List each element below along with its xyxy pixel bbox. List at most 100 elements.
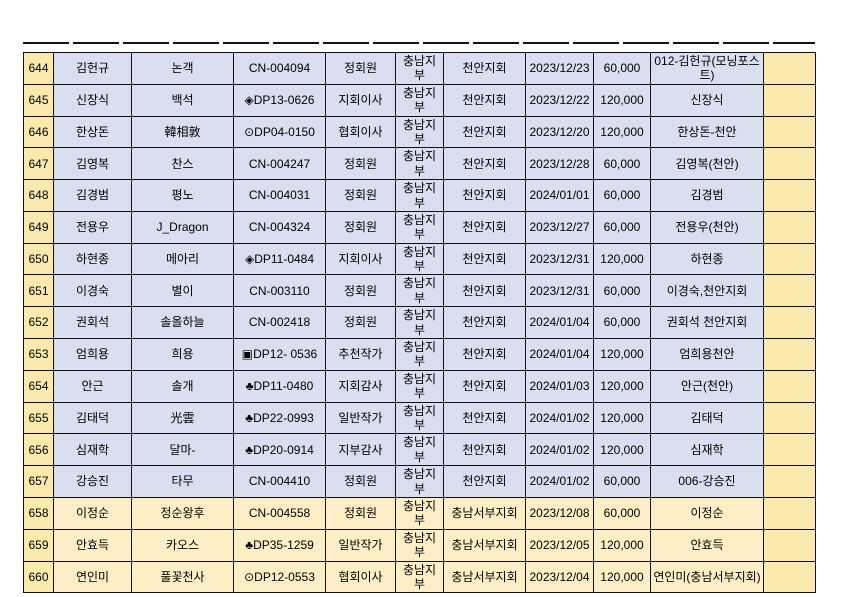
- cell-blank: [763, 115, 816, 149]
- cell-note: 이경숙,천안지회: [650, 274, 764, 308]
- table-row: 652 권회석 솔올하늘 CN-002418 정회원 충남지부 천안지회 2024/01/04…: [23, 306, 816, 340]
- cell-member-name: 이정순: [53, 496, 132, 530]
- cell-blank: [763, 338, 816, 371]
- cell-amount: 60,000: [593, 496, 651, 530]
- cell-chapter: 천안지회: [443, 433, 526, 467]
- table-row: 651 이경숙 별이 CN-003110 정회원 충남지부 천안지회 2023/12/31 60…: [23, 274, 816, 308]
- cell-row-number: 648: [23, 179, 54, 212]
- cell-row-number: 646: [23, 115, 54, 149]
- cell-blank: [763, 242, 816, 276]
- cell-blank: [763, 560, 816, 594]
- cell-member-code: CN-004558: [233, 496, 326, 530]
- cell-date: 2023/12/23: [525, 52, 594, 85]
- cell-chapter: 천안지회: [443, 115, 526, 149]
- table-row: 657 강승진 타무 CN-004410 정회원 충남지부 천안지회 2024/01/02 60…: [23, 465, 816, 498]
- cell-member-name: 김헌규: [53, 52, 132, 85]
- cell-member-code: CN-004031: [233, 179, 326, 212]
- table-row: 650 하현종 메아리 ◈DP11-0484 지회이사 충남지부 천안지회 2023/12/3…: [23, 242, 816, 276]
- cell-note: 심재학: [650, 433, 764, 467]
- cell-blank: [763, 274, 816, 308]
- table-row: 655 김태덕 光雲 ♣DP22-0993 일반작가 충남지부 천안지회 2024/01/02…: [23, 401, 816, 435]
- cell-grade: 정회원: [325, 179, 396, 212]
- cell-row-number: 657: [23, 465, 54, 498]
- cell-chapter: 천안지회: [443, 83, 526, 117]
- cell-date: 2024/01/01: [525, 179, 594, 212]
- cell-pen-name: 정순왕후: [131, 496, 234, 530]
- cell-row-number: 660: [23, 560, 54, 594]
- cell-member-name: 강승진: [53, 465, 132, 498]
- cell-date: 2023/12/31: [525, 274, 594, 308]
- cell-member-code: CN-004410: [233, 465, 326, 498]
- cell-pen-name: 메아리: [131, 242, 234, 276]
- cell-member-code: CN-002418: [233, 306, 326, 340]
- table-row: 653 엄희용 희용 ▣DP12- 0536 추천작가 충남지부 천안지회 2024/01/0…: [23, 338, 816, 371]
- cell-chapter: 천안지회: [443, 369, 526, 403]
- cell-grade: 정회원: [325, 210, 396, 244]
- cell-pen-name: 풀꽃천사: [131, 560, 234, 594]
- cell-grade: 지회이사: [325, 242, 396, 276]
- cell-row-number: 647: [23, 147, 54, 181]
- cell-row-number: 653: [23, 338, 54, 371]
- table-row: 646 한상돈 韓相敦 ⊙DP04-0150 협회이사 충남지부 천안지회 2023/12/2…: [23, 115, 816, 149]
- cell-pen-name: J_Dragon: [131, 210, 234, 244]
- cell-grade: 일반작가: [325, 528, 396, 562]
- table-row: 659 안효득 카오스 ♣DP35-1259 일반작가 충남지부 충남서부지회 2023/12…: [23, 528, 816, 562]
- table-row: 656 심재학 달마- ♣DP20-0914 지부감사 충남지부 천안지회 2024/01/0…: [23, 433, 816, 467]
- cell-branch: 충남지부: [395, 147, 444, 181]
- cell-member-name: 한상돈: [53, 115, 132, 149]
- cell-amount: 60,000: [593, 179, 651, 212]
- cell-date: 2023/12/05: [525, 528, 594, 562]
- cell-pen-name: 평노: [131, 179, 234, 212]
- cell-blank: [763, 179, 816, 212]
- cell-amount: 120,000: [593, 115, 651, 149]
- cell-chapter: 천안지회: [443, 210, 526, 244]
- cell-note: 012-김헌규(모닝포스트): [650, 52, 764, 85]
- cropped-previous-row-border: [23, 42, 815, 44]
- cell-note: 김경범: [650, 179, 764, 212]
- cell-date: 2024/01/04: [525, 338, 594, 371]
- cell-branch: 충남지부: [395, 465, 444, 498]
- cell-blank: [763, 433, 816, 467]
- cell-row-number: 652: [23, 306, 54, 340]
- table-row: 658 이정순 정순왕후 CN-004558 정회원 충남지부 충남서부지회 2023/12/…: [23, 496, 816, 530]
- cell-grade: 지부감사: [325, 433, 396, 467]
- cell-date: 2023/12/27: [525, 210, 594, 244]
- cell-branch: 충남지부: [395, 560, 444, 594]
- cell-row-number: 659: [23, 528, 54, 562]
- cell-blank: [763, 306, 816, 340]
- cell-note: 안근(천안): [650, 369, 764, 403]
- cell-member-name: 권회석: [53, 306, 132, 340]
- cell-blank: [763, 83, 816, 117]
- cell-date: 2024/01/03: [525, 369, 594, 403]
- table-row: 660 연인미 풀꽃천사 ⊙DP12-0553 협회이사 충남지부 충남서부지회 2023/1…: [23, 560, 816, 594]
- table-body: 644 김헌규 논객 CN-004094 정회원 충남지부 천안지회 2023/12/23 60…: [23, 52, 816, 594]
- cell-grade: 협회이사: [325, 115, 396, 149]
- cell-date: 2023/12/28: [525, 147, 594, 181]
- cell-row-number: 658: [23, 496, 54, 530]
- cell-branch: 충남지부: [395, 401, 444, 435]
- cell-blank: [763, 465, 816, 498]
- cell-row-number: 650: [23, 242, 54, 276]
- cell-branch: 충남지부: [395, 528, 444, 562]
- cell-member-name: 심재학: [53, 433, 132, 467]
- cell-member-code: CN-004247: [233, 147, 326, 181]
- cell-date: 2023/12/22: [525, 83, 594, 117]
- cell-row-number: 651: [23, 274, 54, 308]
- cell-branch: 충남지부: [395, 338, 444, 371]
- cell-branch: 충남지부: [395, 369, 444, 403]
- cell-grade: 일반작가: [325, 401, 396, 435]
- cell-date: 2023/12/04: [525, 560, 594, 594]
- cell-row-number: 656: [23, 433, 54, 467]
- cell-date: 2023/12/20: [525, 115, 594, 149]
- cell-pen-name: 타무: [131, 465, 234, 498]
- cell-member-name: 이경숙: [53, 274, 132, 308]
- cell-amount: 120,000: [593, 83, 651, 117]
- cell-pen-name: 별이: [131, 274, 234, 308]
- cell-branch: 충남지부: [395, 83, 444, 117]
- cell-pen-name: 韓相敦: [131, 115, 234, 149]
- cell-member-name: 하현종: [53, 242, 132, 276]
- cell-amount: 60,000: [593, 306, 651, 340]
- cell-branch: 충남지부: [395, 306, 444, 340]
- cell-chapter: 충남서부지회: [443, 496, 526, 530]
- cell-member-code: ♣DP11-0480: [233, 369, 326, 403]
